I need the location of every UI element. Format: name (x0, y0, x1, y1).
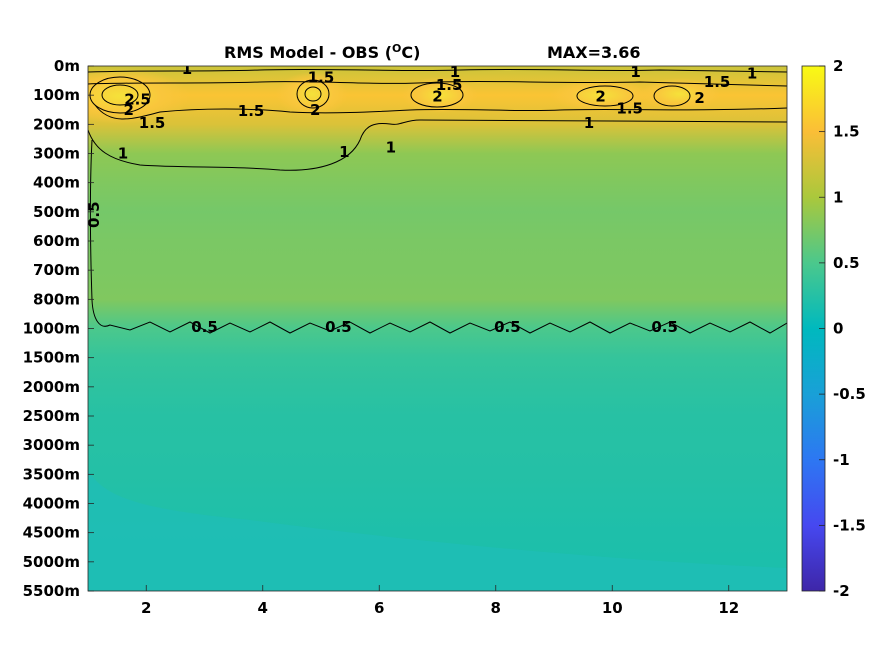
contour-label: 2.5 (124, 91, 151, 109)
y-tick-label: 5000m (23, 553, 80, 571)
contour-label: 0.5 (191, 318, 218, 336)
colorbar-tick-label: 0 (833, 320, 843, 338)
contour-label: 1.5 (704, 73, 731, 91)
heatmap-field (88, 66, 787, 591)
colorbar-tick-label: 1.5 (833, 123, 860, 141)
contour-ring (101, 84, 139, 106)
contour-label: 1 (584, 114, 594, 132)
contour-label: 1.5 (308, 69, 335, 87)
contour-line-0.5 (90, 139, 787, 334)
colorbar-ticks: 2 1.5 1 0.5 0 -0.5 -1 -1.5 -2 (819, 57, 866, 600)
contour-lines (88, 68, 787, 334)
colorbar-tick-label: -0.5 (833, 385, 866, 403)
y-tick-label: 4000m (23, 495, 80, 513)
y-tick-label: 300m (33, 145, 80, 163)
contour-label: 0.5 (494, 318, 521, 336)
hot-spot (640, 78, 720, 110)
contour-label: 1 (386, 139, 396, 157)
x-tick-label: 8 (491, 599, 501, 617)
x-tick-label: 6 (374, 599, 384, 617)
x-tick-label: 4 (258, 599, 268, 617)
contour-label: 0.5 (325, 318, 352, 336)
contour-line-1.5-top (88, 80, 787, 87)
contour-ring (653, 85, 691, 107)
y-tick-label: 1000m (23, 320, 80, 338)
contour-label: 0.5 (651, 318, 678, 336)
contour-label: 1 (450, 63, 460, 81)
y-tick-label: 2000m (23, 378, 80, 396)
title-unit: C) (401, 43, 420, 62)
contour-label: 1 (339, 143, 349, 161)
colorbar-tick-label: 0.5 (833, 254, 860, 272)
contour-label: 2 (310, 101, 320, 119)
contour-label: 2 (694, 89, 704, 107)
colorbar-tick-label: -1.5 (833, 516, 866, 534)
contour-line-1 (88, 119, 787, 171)
contour-label: 1.5 (238, 102, 265, 120)
contour-label: 0.5 (85, 201, 103, 228)
contour-line-1-top (88, 68, 787, 73)
contour-ring (576, 85, 634, 107)
colorbar-tick-label: -2 (833, 582, 850, 600)
y-tick-label: 400m (33, 174, 80, 192)
y-tick-label: 3500m (23, 465, 80, 483)
y-tick-label: 500m (33, 203, 80, 221)
y-tick-label: 4500m (23, 524, 80, 542)
contour-label: 1 (182, 60, 192, 78)
colorbar-tick-label: 2 (833, 57, 843, 75)
y-tick-label: 2500m (23, 407, 80, 425)
x-tick-label: 2 (141, 599, 151, 617)
x-axis: 2 4 6 8 10 12 (141, 585, 739, 617)
max-annotation: MAX=3.66 (547, 43, 641, 62)
contour-label: 1.5 (139, 114, 166, 132)
x-tick-label: 12 (718, 599, 739, 617)
y-tick-label: 600m (33, 232, 80, 250)
y-tick-label: 1500m (23, 349, 80, 367)
y-tick-label: 100m (33, 86, 80, 104)
hot-spot (88, 68, 190, 124)
contour-ring (304, 86, 322, 102)
contour-label: 1 (630, 63, 640, 81)
deep-water-region (88, 470, 787, 591)
chart-title: RMS Model - OBS (OC) (224, 42, 420, 62)
y-tick-label: 200m (33, 115, 80, 133)
contour-label: 1.5 (436, 76, 463, 94)
contour-label: 1 (747, 64, 757, 82)
title-superscript: O (392, 42, 401, 55)
hot-spot (276, 72, 348, 116)
contour-line-1.5 (94, 104, 787, 120)
y-tick-label: 800m (33, 290, 80, 308)
contour-ring (410, 82, 464, 108)
contour-label: 2 (432, 88, 442, 106)
colorbar-tick-label: 1 (833, 188, 843, 206)
y-tick-label: 700m (33, 261, 80, 279)
contour-ring (296, 79, 330, 109)
colorbar-tick-label: -1 (833, 451, 850, 469)
contour-label: 1.5 (616, 99, 643, 117)
y-tick-label: 3000m (23, 436, 80, 454)
y-tick-label: 5500m (23, 582, 80, 600)
x-tick-label: 10 (602, 599, 623, 617)
y-tick-label: 0m (54, 57, 80, 75)
contour-label: 1 (118, 145, 128, 163)
y-axis: 0m 100m 200m 300m 400m 500m 600m 700m 800m 1000m 1… (23, 57, 94, 600)
contour-label: 2 (124, 101, 134, 119)
contour-label: 2 (595, 88, 605, 106)
